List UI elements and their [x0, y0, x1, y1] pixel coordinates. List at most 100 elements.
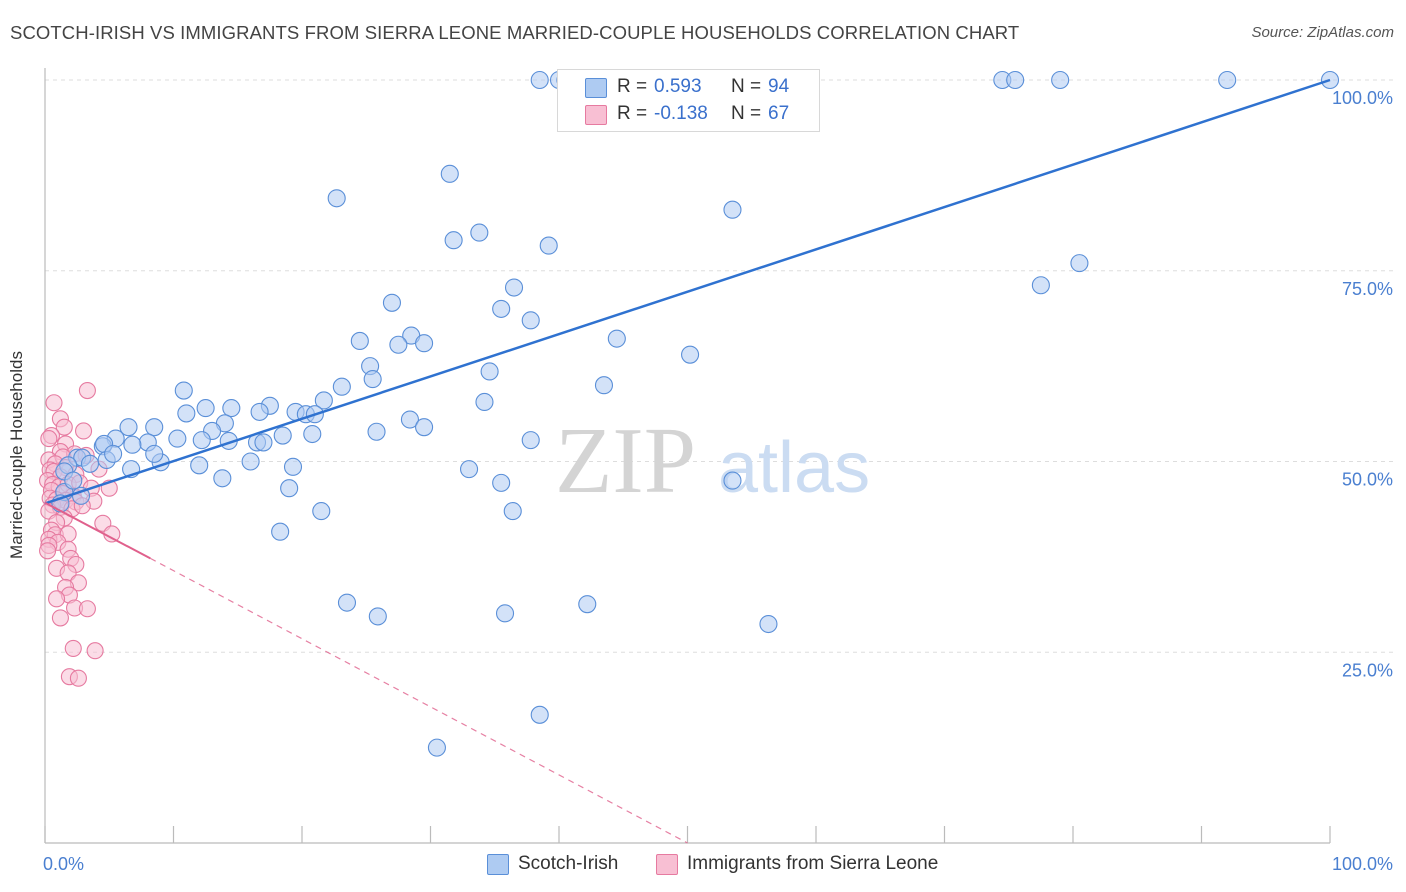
scotch-irish-point: [400, 410, 419, 429]
sierra-leone-point: [39, 542, 57, 560]
series-legend: Scotch-Irish Immigrants from Sierra Leon…: [0, 852, 1406, 878]
scotch-irish-point: [427, 738, 446, 757]
legend-label: Scotch-Irish: [518, 853, 619, 874]
y-tick-label: 75.0%: [1342, 279, 1393, 299]
scotch-irish-point: [475, 392, 494, 412]
scotch-irish-point: [64, 471, 83, 490]
scotch-irish-point: [530, 70, 549, 90]
sierra-leone-point: [51, 609, 69, 627]
scotch-irish-point: [470, 223, 489, 242]
scotch-irish-point: [681, 345, 700, 364]
sierra-leone-point: [69, 669, 87, 687]
scotch-irish-point: [594, 376, 614, 395]
series-immigrants-sierra-leone-points: [39, 381, 121, 687]
watermark-atlas: atlas: [718, 428, 870, 508]
scotch-irish-point: [444, 231, 463, 250]
sierra-leone-point: [78, 600, 96, 618]
scotch-irish-point: [104, 444, 123, 463]
scotch-irish-point: [327, 189, 346, 208]
legend-n-label: N =: [731, 76, 762, 97]
watermark: ZIP atlas: [555, 409, 870, 513]
scotch-irish-point: [192, 431, 211, 450]
scotch-irish-point: [723, 471, 742, 490]
scotch-irish-point: [723, 200, 742, 219]
scotch-irish-point: [283, 457, 303, 476]
legend-row-sierra-leone: R = -0.138 N = 67: [558, 101, 819, 127]
legend-row-scotch-irish: R = 0.593 N = 94: [558, 74, 819, 100]
legend-label: Immigrants from Sierra Leone: [687, 853, 939, 874]
scotch-irish-point: [1070, 254, 1089, 273]
scotch-irish-point: [190, 456, 209, 475]
sierra-leone-point: [45, 394, 63, 412]
scotch-irish-point: [119, 418, 138, 437]
scotch-irish-point: [177, 404, 196, 423]
scotch-irish-point: [440, 164, 459, 183]
legend-r-value: -0.138: [654, 103, 708, 124]
scotch-irish-point: [273, 426, 292, 445]
sierra-leone-point: [48, 590, 66, 608]
scotch-irish-point: [303, 424, 322, 444]
legend-swatch-pink: [656, 854, 678, 875]
legend-swatch-blue: [487, 854, 509, 875]
gridlines: [45, 79, 1395, 653]
scotch-irish-trendline: [44, 78, 1331, 505]
scotch-irish-point: [271, 522, 290, 541]
x-tick-label-min: 0.0%: [43, 854, 84, 874]
y-axis-label: Married-couple Households: [7, 351, 26, 559]
legend-r-value: 0.593: [654, 76, 702, 97]
scotch-irish-point: [492, 473, 511, 492]
chart-title: SCOTCH-IRISH VS IMMIGRANTS FROM SIERRA L…: [10, 22, 1020, 43]
scotch-irish-point: [145, 418, 164, 437]
x-tick-label-max: 100.0%: [1332, 854, 1393, 874]
sierra-leone-point: [64, 639, 82, 657]
legend-r-label: R =: [617, 103, 648, 124]
y-tick-label: 100.0%: [1332, 88, 1393, 108]
scotch-irish-point: [503, 502, 522, 521]
scotch-irish-point: [314, 391, 333, 410]
scotch-irish-point: [382, 293, 402, 312]
scotch-irish-point: [759, 614, 778, 634]
sierra-leone-point: [55, 418, 73, 436]
legend-n-value: 67: [768, 103, 790, 124]
scotch-irish-point: [578, 595, 597, 614]
scotch-irish-point: [213, 469, 232, 488]
scotch-irish-point: [367, 422, 386, 441]
scotch-irish-point: [539, 236, 558, 255]
watermark-zip: ZIP: [555, 409, 696, 513]
scotch-irish-point: [459, 460, 479, 479]
legend-n-value: 94: [768, 76, 790, 97]
scotch-irish-point: [337, 593, 357, 612]
scotch-irish-point: [241, 452, 260, 471]
scotch-irish-point: [222, 399, 241, 418]
scotch-irish-point: [530, 705, 549, 724]
scotch-irish-point: [1051, 70, 1070, 90]
scotch-irish-point: [1218, 70, 1237, 90]
scotch-irish-point: [80, 454, 100, 473]
scotch-irish-point: [174, 381, 193, 400]
correlation-legend: R = 0.593 N = 94 R = -0.138 N = 67: [557, 69, 820, 132]
scotch-irish-point: [168, 429, 187, 448]
scotch-irish-point: [332, 377, 351, 396]
scotch-irish-point: [415, 418, 434, 437]
scotch-irish-point: [196, 399, 215, 418]
scotch-irish-point: [480, 362, 499, 381]
sierra-leone-point: [40, 430, 58, 448]
scotch-irish-point: [350, 331, 369, 350]
scotch-irish-point: [415, 334, 434, 353]
scotch-irish-point: [521, 431, 540, 450]
scotch-irish-point: [368, 607, 387, 626]
sierra-leone-point: [75, 422, 93, 440]
scotch-irish-point: [492, 299, 511, 318]
scotch-irish-point: [254, 433, 273, 452]
scotch-irish-point: [521, 311, 540, 330]
scotch-irish-point: [250, 402, 269, 421]
scotch-irish-point: [495, 604, 515, 623]
legend-swatch-blue: [585, 78, 607, 98]
scotch-irish-point: [1031, 276, 1050, 295]
scotch-irish-point: [280, 479, 299, 498]
scotch-irish-point: [123, 435, 142, 454]
y-tick-label: 50.0%: [1342, 470, 1393, 490]
scotch-irish-point: [607, 329, 626, 348]
tick-labels: 25.0% 50.0% 75.0% 100.0% 0.0% 100.0%: [43, 88, 1393, 874]
